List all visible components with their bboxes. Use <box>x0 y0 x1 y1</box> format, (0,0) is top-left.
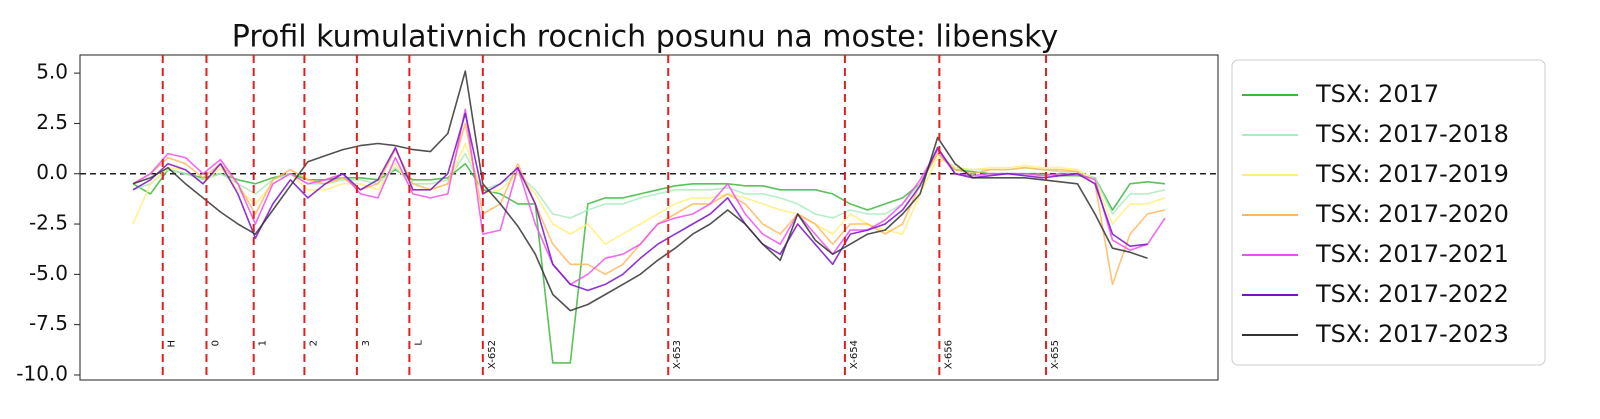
marker-label: X-652 <box>487 340 498 369</box>
series-line <box>132 112 1148 292</box>
marker-label: X-656 <box>943 340 954 369</box>
y-tick-label: 0.0 <box>36 160 68 184</box>
legend-label: TSX: 2017-2023 <box>1315 320 1509 348</box>
plot-frame <box>79 54 1219 381</box>
marker-label: 1 <box>258 340 269 346</box>
series-line <box>132 108 1166 286</box>
legend-label: TSX: 2017-2018 <box>1315 120 1509 148</box>
y-tick-label: -10.0 <box>16 361 68 385</box>
chart-title: Profil kumulativnich rocnich posunu na m… <box>232 20 1058 55</box>
y-tick-label: 5.0 <box>36 60 68 84</box>
marker-label: H <box>167 340 178 348</box>
y-tick-label: 2.5 <box>36 110 68 134</box>
marker-label: X-653 <box>672 340 683 369</box>
legend-label: TSX: 2017-2021 <box>1315 240 1509 268</box>
legend-label: TSX: 2017 <box>1315 80 1439 108</box>
y-tick-label: -2.5 <box>29 211 68 235</box>
legend-label: TSX: 2017-2019 <box>1315 160 1509 188</box>
marker-label: X-655 <box>1050 340 1061 369</box>
marker-label: X-654 <box>849 340 860 369</box>
y-tick-label: -5.0 <box>29 261 68 285</box>
legend-label: TSX: 2017-2020 <box>1315 200 1509 228</box>
series-line <box>132 122 1166 286</box>
legend-label: TSX: 2017-2022 <box>1315 280 1509 308</box>
series-line <box>132 152 1166 219</box>
legend-box <box>1231 59 1546 366</box>
series-line <box>132 70 1148 312</box>
marker-label: 3 <box>361 340 372 346</box>
marker-label: 0 <box>210 340 221 346</box>
marker-label: L <box>413 340 424 346</box>
marker-label: 2 <box>308 340 319 346</box>
y-tick-label: -7.5 <box>29 311 68 335</box>
series-line <box>132 142 1166 245</box>
series-line <box>132 152 1166 364</box>
